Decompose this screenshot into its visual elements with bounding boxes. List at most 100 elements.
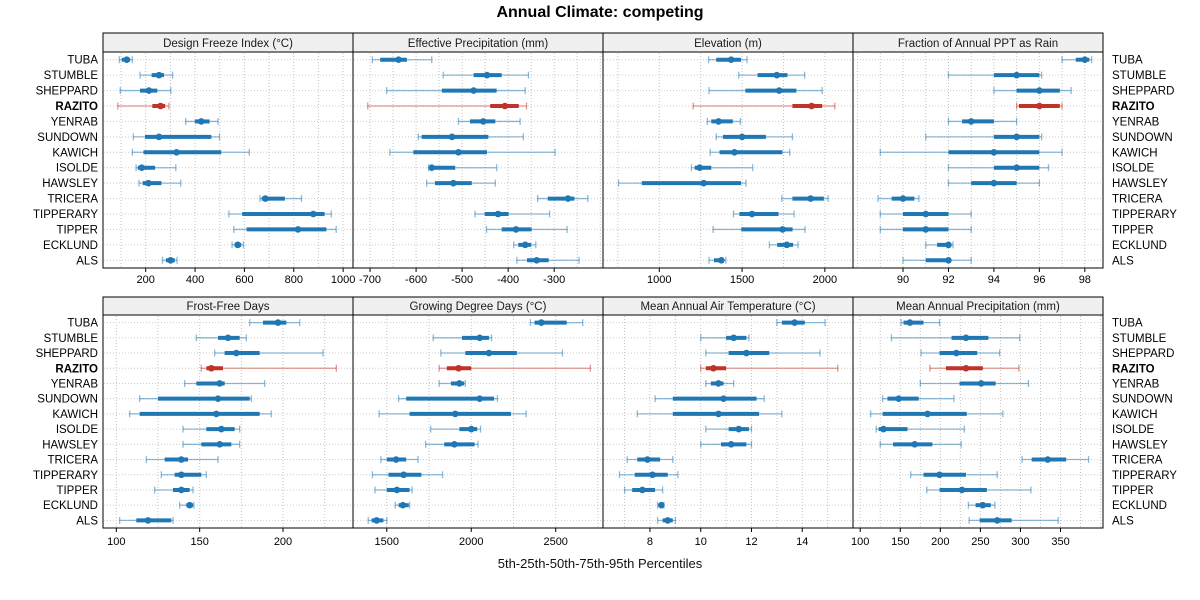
axis-tick-label: -600 [405, 274, 427, 286]
percentile-interval-YENRAB [947, 117, 1018, 125]
percentile-interval-TUBA [1061, 56, 1093, 64]
percentile-interval-SUNDOWN [139, 395, 252, 403]
percentile-interval-TIPPER [485, 225, 568, 233]
median-dot [1036, 102, 1043, 110]
site-label-right: ISOLDE [1112, 163, 1155, 175]
percentile-interval-HAWSLEY [947, 179, 1041, 187]
median-dot [700, 179, 707, 187]
panel-title: Effective Precipitation (mm) [408, 38, 549, 50]
site-label-right: TRICERA [1112, 455, 1163, 467]
site-label-right: TUBA [1112, 55, 1143, 67]
percentile-interval-STUMBLE [442, 71, 530, 79]
median-dot [178, 486, 185, 494]
site-label-right: ECKLUND [1112, 240, 1167, 252]
percentile-interval-RAZITO [438, 364, 591, 372]
site-label-left: YENRAB [51, 378, 99, 390]
site-label-right: KAWICH [1112, 147, 1158, 159]
median-dot [533, 256, 541, 264]
median-dot [990, 179, 998, 187]
site-label-right: SUNDOWN [1112, 394, 1173, 406]
panel-plot-area [852, 314, 1104, 529]
site-label-right: SHEPPARD [1112, 86, 1174, 98]
axis-tick-label: 600 [235, 274, 253, 286]
median-dot [977, 380, 985, 387]
axis-tick-label: 2000 [459, 536, 483, 548]
median-dot [144, 517, 152, 524]
site-label-right: TUBA [1112, 318, 1143, 330]
percentile-interval-TUBA [707, 56, 748, 64]
median-dot [186, 501, 193, 509]
site-label-right: YENRAB [1112, 116, 1160, 128]
median-dot [748, 210, 756, 218]
median-dot [451, 441, 458, 448]
percentile-interval-KAWICH [389, 148, 556, 156]
percentile-interval-RAZITO [117, 102, 170, 110]
site-label-left: TRICERA [48, 194, 99, 206]
percentile-interval-ALS [119, 516, 174, 524]
percentile-interval-ISOLDE [947, 164, 1050, 172]
site-label-left: YENRAB [51, 116, 99, 128]
percentile-interval-SUNDOWN [881, 395, 955, 403]
percentile-interval-SHEPPARD [385, 87, 526, 95]
percentile-interval-STUMBLE [139, 71, 174, 79]
percentile-interval-TUBA [529, 319, 584, 327]
axis-tick-label: -500 [451, 274, 473, 286]
median-dot [467, 425, 475, 433]
median-dot [727, 56, 735, 64]
axis-tick-label: 350 [1051, 536, 1069, 548]
site-label-right: SUNDOWN [1112, 132, 1173, 144]
axis-tick-label: 300 [1011, 536, 1029, 548]
axis-tick-label: 400 [186, 274, 204, 286]
percentile-interval-KAWICH [869, 410, 1004, 418]
percentile-interval-SHEPPARD [993, 87, 1072, 95]
site-label-right: TRICERA [1112, 194, 1163, 206]
percentile-interval-TIPPERARY [879, 210, 972, 218]
site-label-right: KAWICH [1112, 409, 1158, 421]
median-dot [1081, 56, 1089, 64]
median-dot [906, 319, 914, 326]
panel-design-freeze-index-c-: Design Freeze Index (°C) 200 400 600 800 1000 [102, 32, 355, 286]
percentile-interval-ECKLUND [768, 241, 799, 249]
median-dot [1036, 87, 1043, 94]
median-dot [735, 425, 743, 433]
percentile-interval-ALS [902, 256, 972, 264]
site-label-left: ALS [76, 255, 98, 267]
percentile-interval-TRICERA [877, 195, 920, 203]
percentile-interval-YENRAB [438, 379, 466, 387]
axis-tick-label: 92 [942, 274, 954, 286]
panel-plot-area [602, 51, 854, 269]
median-dot [392, 456, 400, 463]
median-dot [294, 226, 302, 233]
percentile-interval-ECKLUND [656, 501, 665, 509]
percentile-interval-ECKLUND [394, 501, 411, 509]
percentile-interval-RAZITO [692, 102, 836, 110]
axis-tick-label: 2500 [543, 536, 567, 548]
site-label-right: HAWSLEY [1112, 439, 1168, 451]
percentile-interval-TUBA [776, 319, 826, 327]
percentile-interval-TRICERA [259, 195, 303, 203]
percentile-interval-ISOLDE [182, 425, 241, 433]
percentile-interval-HAWSLEY [879, 440, 962, 448]
median-dot [138, 164, 146, 172]
site-label-left: STUMBLE [44, 70, 99, 82]
site-label-left: RAZITO [55, 101, 98, 113]
median-dot [922, 226, 930, 233]
axis-tick-label: 1500 [375, 536, 399, 548]
median-dot [953, 349, 960, 357]
panel-plot-area [352, 51, 604, 269]
axis-tick-label: 800 [285, 274, 303, 286]
panel-title: Mean Annual Precipitation (mm) [896, 301, 1060, 313]
percentile-interval-SHEPPARD [440, 349, 564, 357]
site-label-right: TIPPERARY [1112, 209, 1177, 221]
median-dot [564, 195, 572, 202]
percentile-interval-RAZITO [929, 364, 1020, 372]
axis-tick-label: -700 [359, 274, 381, 286]
site-label-left: TIPPERARY [33, 470, 98, 482]
median-dot [214, 395, 222, 402]
percentile-interval-STUMBLE [738, 71, 806, 79]
median-dot [962, 334, 970, 342]
axis-tick-label: 12 [745, 536, 757, 548]
site-label-left: SHEPPARD [36, 86, 98, 98]
median-dot [880, 425, 887, 433]
median-dot [476, 395, 483, 402]
